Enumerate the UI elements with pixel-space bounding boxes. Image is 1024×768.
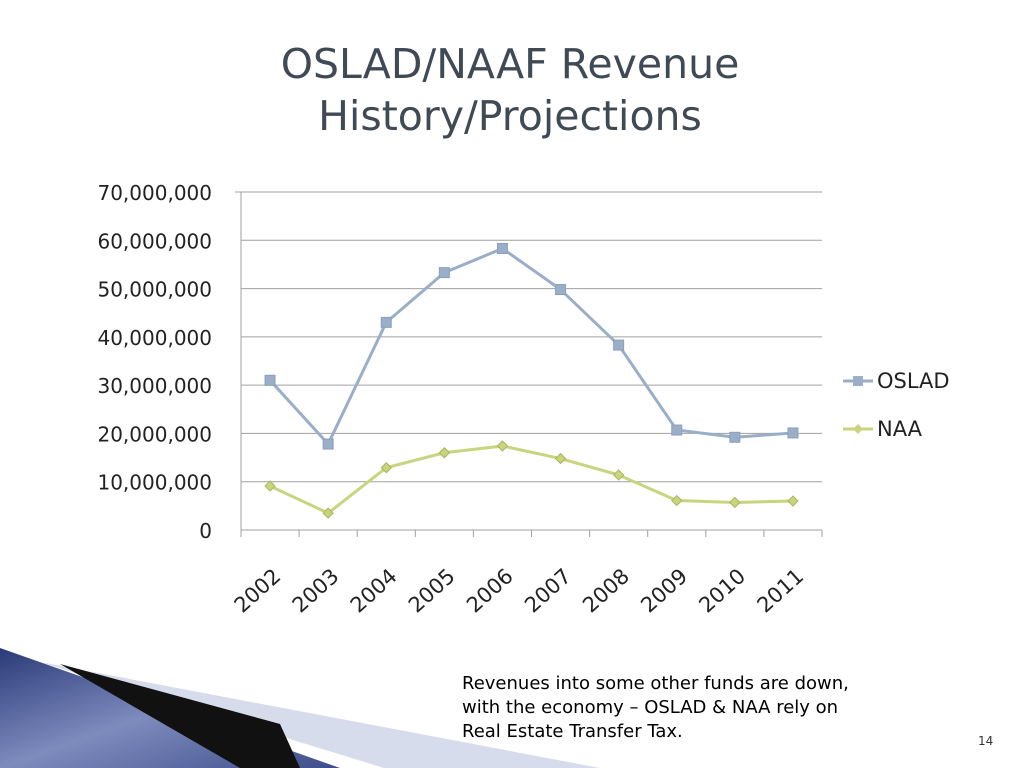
data-point	[438, 447, 451, 459]
data-point	[729, 431, 741, 443]
x-tick-label: 2004	[346, 564, 402, 618]
x-tick-label: 2003	[288, 564, 344, 618]
legend-entry-naa: NAA	[843, 417, 923, 441]
caption-line-3: Real Estate Transfer Tax.	[462, 721, 683, 742]
page-number: 14	[978, 734, 994, 748]
title-line-2: History/Projections	[318, 92, 702, 140]
data-point	[554, 452, 567, 465]
y-tick-label: 50,000,000	[97, 278, 212, 302]
x-tick-label: 2007	[520, 564, 576, 618]
x-tick-label: 2010	[694, 564, 750, 618]
data-point	[555, 284, 567, 296]
data-point	[438, 267, 450, 279]
y-tick-label: 20,000,000	[97, 422, 212, 446]
data-point	[612, 469, 625, 481]
x-tick-label: 2008	[578, 564, 634, 618]
x-tick-label: 2006	[462, 564, 518, 618]
legend-label: NAA	[877, 417, 923, 441]
decoration-dark-swoosh	[60, 664, 300, 768]
data-point	[496, 440, 509, 452]
y-tick-label: 60,000,000	[97, 229, 212, 253]
x-tick-label: 2009	[636, 564, 692, 618]
legend-marker	[853, 376, 863, 386]
series-line-naa	[269, 444, 793, 515]
y-tick-label: 30,000,000	[97, 374, 212, 398]
y-tick-label: 10,000,000	[97, 471, 212, 495]
x-tick-label: 2011	[753, 564, 809, 618]
y-tick-label: 40,000,000	[97, 326, 212, 350]
data-point	[380, 462, 392, 474]
x-tick-label: 2002	[230, 564, 286, 618]
legend-marker	[853, 424, 863, 434]
series-oslad	[264, 242, 799, 450]
data-point	[380, 316, 392, 328]
series-line-oslad	[268, 246, 794, 446]
decoration-light-swoosh	[40, 662, 600, 768]
series-naa	[264, 440, 799, 519]
data-point	[729, 496, 741, 509]
data-point	[264, 480, 276, 492]
data-point	[787, 495, 799, 507]
data-point	[671, 494, 683, 507]
data-point	[787, 427, 799, 439]
x-tick-label: 2005	[404, 564, 460, 618]
y-tick-label: 70,000,000	[97, 181, 212, 205]
data-point	[322, 507, 334, 519]
data-point	[496, 242, 508, 254]
title-line-1: OSLAD/NAAF Revenue	[280, 40, 740, 88]
data-point	[671, 424, 683, 436]
caption-line-2: with the economy – OSLAD & NAA rely on	[462, 697, 839, 718]
data-point	[613, 339, 625, 351]
caption: Revenues into some other funds are down,…	[462, 672, 962, 744]
data-point	[264, 374, 276, 386]
caption-line-1: Revenues into some other funds are down,	[462, 673, 849, 694]
legend-label: OSLAD	[877, 369, 950, 393]
y-tick-label: 0	[199, 519, 212, 543]
data-point	[322, 438, 334, 450]
slide-title: OSLAD/NAAF Revenue History/Projections	[180, 38, 840, 142]
corner-decoration	[0, 648, 600, 768]
legend-entry-oslad: OSLAD	[843, 369, 950, 393]
